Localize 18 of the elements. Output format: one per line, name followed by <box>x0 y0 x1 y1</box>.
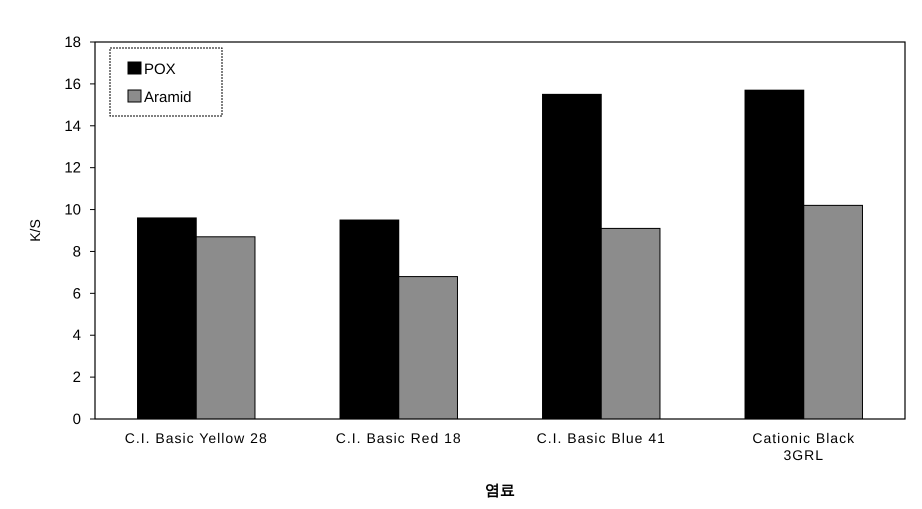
x-tick-label: C.I. Basic Red 18 <box>336 430 462 446</box>
legend-label: Aramid <box>144 89 192 106</box>
x-tick-label: C.I. Basic Blue 41 <box>536 430 666 446</box>
x-tick-label: Cationic Black 3GRL <box>752 430 856 463</box>
y-axis-title: K/S <box>27 219 43 242</box>
y-tick-label: 16 <box>64 76 81 93</box>
y-tick-label: 8 <box>72 243 81 260</box>
legend-label: POX <box>144 61 176 78</box>
y-tick-label: 12 <box>64 160 81 177</box>
y-tick-label: 2 <box>72 369 81 386</box>
x-axis-title: 염료 <box>485 482 515 499</box>
y-tick-label: 14 <box>64 118 81 135</box>
y-tick-label: 0 <box>72 411 81 428</box>
y-tick-label: 10 <box>64 202 81 219</box>
y-tick-label: 4 <box>72 327 81 344</box>
y-tick-label: 6 <box>72 285 81 302</box>
x-tick-label: C.I. Basic Yellow 28 <box>124 430 268 446</box>
y-tick-label: 18 <box>64 34 81 51</box>
